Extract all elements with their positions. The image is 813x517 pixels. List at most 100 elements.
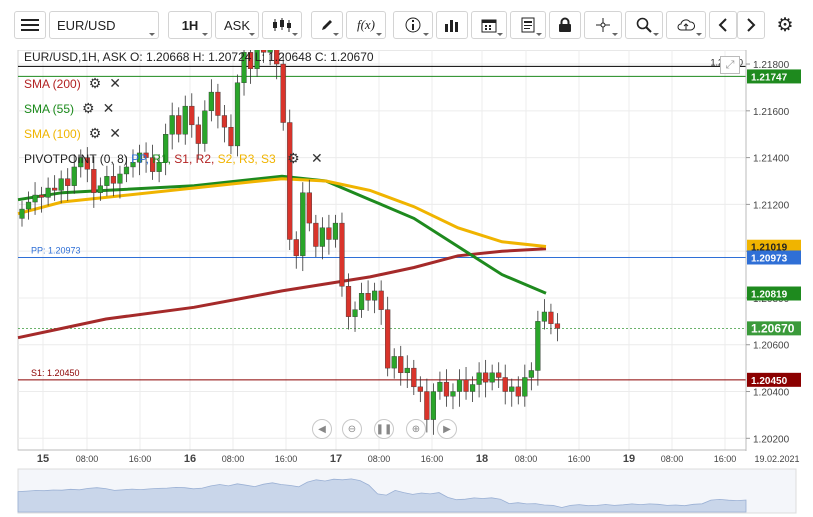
- candle-body: [117, 173, 123, 184]
- expand-icon[interactable]: ⤢: [720, 56, 740, 74]
- candle-body: [156, 162, 162, 172]
- interval-select[interactable]: 1H: [168, 11, 212, 39]
- y-tick-label: 1.20200: [753, 434, 790, 445]
- indicator-label: SMA (200): [24, 77, 81, 91]
- y-tick-label: 1.21200: [753, 200, 790, 211]
- zoom-out-icon[interactable]: ⊖: [342, 419, 362, 439]
- candle-body: [469, 384, 476, 392]
- close-icon[interactable]: ✕: [109, 75, 121, 91]
- sma-line: [17, 177, 547, 248]
- candle-body: [19, 208, 25, 219]
- gear-icon[interactable]: ⚙: [82, 100, 95, 116]
- chevron-left-icon[interactable]: ◀: [312, 419, 332, 439]
- toolbar: EUR/USD 1H ASK f(x) ⚙: [0, 0, 813, 50]
- x-tick-label: 16:00: [129, 454, 152, 464]
- candle-body: [215, 91, 221, 116]
- candlestick-icon[interactable]: [262, 11, 302, 39]
- chevron-left-icon[interactable]: [709, 11, 737, 39]
- candle-body: [385, 309, 391, 369]
- crosshair-icon[interactable]: [584, 11, 622, 39]
- close-icon[interactable]: ✕: [102, 100, 115, 116]
- candle-body: [483, 372, 489, 383]
- candle-body: [365, 293, 371, 301]
- pause-icon[interactable]: ❚❚: [374, 419, 394, 439]
- calendar-icon[interactable]: [471, 11, 507, 39]
- ohlc-readout: EUR/USD,1H, ASK O: 1.20668 H: 1.20724 L:…: [24, 50, 374, 64]
- candle-body: [65, 178, 71, 186]
- gear-icon[interactable]: ⚙: [88, 125, 102, 141]
- candle-body: [143, 152, 149, 158]
- indicator-legend-item: SMA (55) ⚙ ✕: [24, 100, 114, 117]
- gear-icon[interactable]: ⚙: [88, 75, 102, 91]
- indicator-label: SMA (100): [24, 127, 81, 141]
- symbol-select[interactable]: EUR/USD: [49, 11, 159, 39]
- hamburger-glyph: [21, 19, 39, 31]
- chevron-right-icon[interactable]: [737, 11, 765, 39]
- close-icon[interactable]: ✕: [310, 150, 323, 166]
- candle-body: [358, 293, 365, 310]
- gear-icon[interactable]: ⚙: [770, 11, 800, 39]
- time-axis-bg: [18, 451, 806, 467]
- candle-body: [208, 91, 214, 112]
- indicator-label: SMA (55): [24, 102, 75, 116]
- candle-body: [509, 386, 515, 392]
- candle-body: [110, 176, 117, 184]
- candle-body: [234, 82, 241, 147]
- candle-body: [189, 105, 195, 126]
- price-type-select[interactable]: ASK: [215, 11, 259, 39]
- candle-body: [326, 227, 332, 240]
- x-tick-label: 08:00: [661, 454, 684, 464]
- candle-body: [300, 192, 306, 257]
- cloud-upload-icon[interactable]: [666, 11, 706, 39]
- candle-body: [528, 370, 534, 378]
- lock-icon[interactable]: [549, 11, 581, 39]
- x-tick-label: 15: [37, 453, 49, 465]
- x-tick-label: 19: [623, 453, 635, 465]
- bar-chart-icon[interactable]: [436, 11, 468, 39]
- price-type-label: ASK: [223, 17, 250, 33]
- price-tag-label: 1.20670: [751, 321, 795, 335]
- candle-body: [247, 52, 254, 69]
- zoom-icon[interactable]: [625, 11, 663, 39]
- info-icon[interactable]: [393, 11, 433, 39]
- price-tag-label: 1.21747: [751, 72, 788, 83]
- candle-body: [476, 372, 482, 385]
- candle-body: [313, 222, 319, 247]
- price-tag: [747, 239, 801, 254]
- price-tag-label: 1.20973: [751, 253, 788, 264]
- candle-body: [352, 309, 358, 317]
- plot-frame: [17, 49, 747, 451]
- candle-body: [84, 157, 90, 170]
- y-tick-label: 1.20600: [753, 341, 790, 352]
- pencil-icon[interactable]: [311, 11, 343, 39]
- candle-body: [463, 379, 469, 392]
- candle-body: [195, 124, 201, 144]
- document-icon[interactable]: [510, 11, 546, 39]
- navigator-area: [17, 468, 797, 514]
- candle-body: [404, 367, 410, 374]
- candle-body: [202, 110, 208, 144]
- candle-body: [456, 379, 463, 392]
- close-icon[interactable]: ✕: [109, 125, 121, 141]
- x-tick-label: 16: [184, 453, 196, 465]
- pivot-legend: PIVOTPOINT (0, 8) PP, R1, S1, R2, S2, R3…: [24, 150, 323, 167]
- hamburger-icon[interactable]: [14, 11, 46, 39]
- candle-body: [130, 162, 136, 168]
- y-tick-label: 1.21400: [753, 154, 790, 165]
- candle-body: [417, 386, 423, 392]
- x-tick-label: 08:00: [368, 454, 391, 464]
- candle-body: [91, 169, 97, 193]
- candle-body: [280, 63, 286, 123]
- pivot-level-name: R1,: [148, 152, 171, 166]
- y-tick-label: 1.20400: [753, 388, 790, 399]
- chevron-right-icon[interactable]: ▶: [437, 419, 457, 439]
- function-button[interactable]: f(x): [346, 11, 386, 39]
- pp-label: PP: 1.20973: [31, 245, 81, 255]
- candle-body: [169, 115, 175, 135]
- candle-body: [45, 187, 51, 198]
- indicator-legend-item: SMA (100) ⚙ ✕: [24, 125, 121, 142]
- gear-icon[interactable]: ⚙: [287, 150, 300, 166]
- zoom-in-icon[interactable]: ⊕: [406, 419, 426, 439]
- candle-body: [306, 192, 312, 224]
